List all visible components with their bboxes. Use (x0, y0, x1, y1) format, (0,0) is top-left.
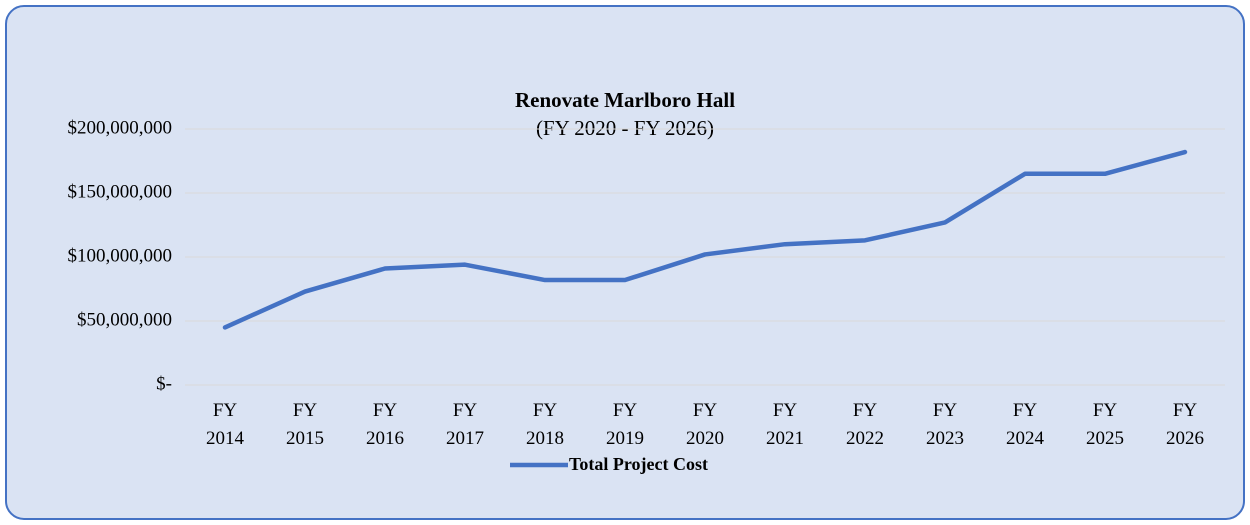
chart-subtitle: (FY 2020 - FY 2026) (536, 116, 714, 140)
chart-background (5, 5, 1245, 520)
legend-label: Total Project Cost (569, 454, 708, 474)
x-tick-label: FY 2019 (606, 400, 644, 449)
x-tick-label: FY 2024 (1006, 400, 1045, 449)
y-tick-label: $- (156, 373, 172, 394)
x-tick-label: FY 2026 (1166, 400, 1204, 449)
chart-title: Renovate Marlboro Hall (515, 88, 735, 112)
y-tick-label: $50,000,000 (77, 309, 172, 330)
x-tick-label: FY 2018 (526, 400, 564, 449)
x-tick-label: FY 2016 (366, 400, 404, 449)
y-tick-label: $100,000,000 (68, 245, 173, 266)
y-tick-label: $200,000,000 (68, 117, 173, 138)
data-line (222, 149, 1188, 330)
x-tick-label: FY 2015 (286, 400, 324, 449)
x-tick-label: FY 2023 (926, 400, 964, 449)
x-tick-label: FY 2022 (846, 400, 884, 449)
y-tick-label: $150,000,000 (68, 181, 173, 202)
x-tick-label: FY 2014 (206, 400, 245, 449)
x-tick-label: FY 2021 (766, 400, 804, 449)
x-tick-label: FY 2020 (686, 400, 724, 449)
x-tick-label: FY 2025 (1086, 400, 1124, 449)
x-tick-label: FY 2017 (446, 400, 484, 449)
